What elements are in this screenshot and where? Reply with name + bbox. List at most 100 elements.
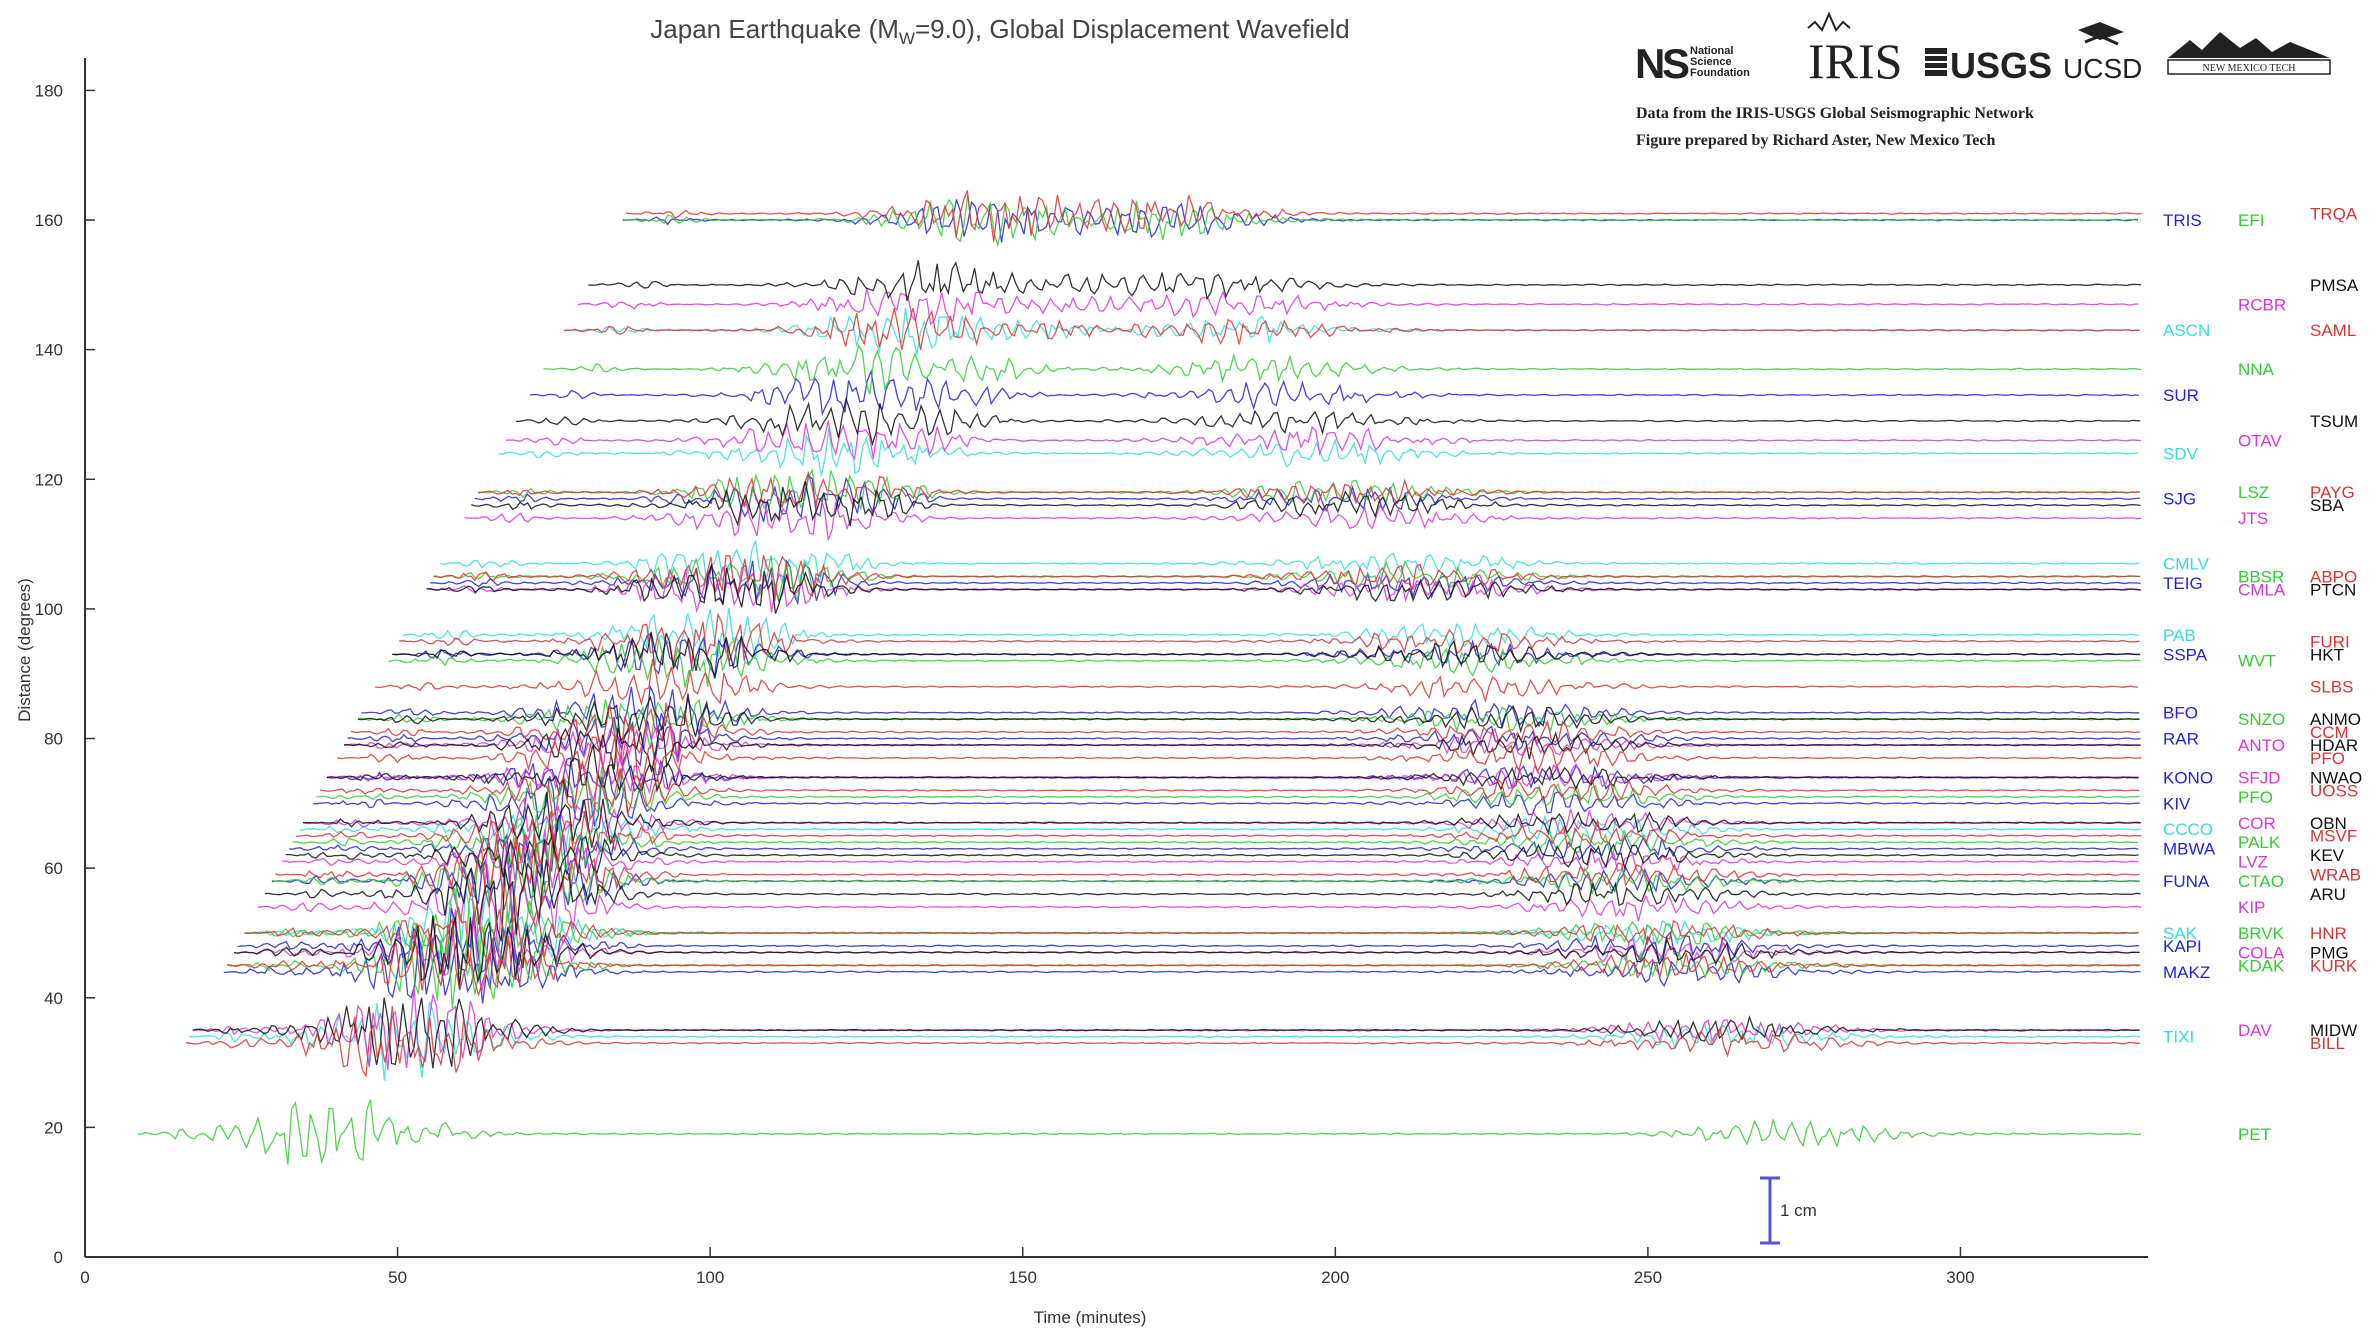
iris-logo: IRIS: [1807, 11, 1902, 89]
station-label-rar: RAR: [2163, 730, 2199, 749]
x-tick-label: 150: [1009, 1268, 1037, 1287]
station-label-nwao: NWAO: [2310, 768, 2362, 787]
y-tick-label: 20: [44, 1118, 63, 1137]
trace-wvt: [388, 638, 2141, 688]
station-label-wvt: WVT: [2238, 652, 2276, 671]
credits-line-2: Figure prepared by Richard Aster, New Me…: [1636, 132, 1996, 149]
station-label-sjg: SJG: [2163, 490, 2196, 509]
traces-group: [137, 190, 2142, 1165]
trace-anmo: [357, 693, 2140, 743]
station-label-lvz: LVZ: [2238, 853, 2268, 872]
station-label-funa: FUNA: [2163, 872, 2210, 891]
station-label-mbwa: MBWA: [2163, 840, 2216, 859]
station-label-anmo: ANMO: [2310, 710, 2361, 729]
trace-slbs: [374, 658, 2139, 706]
station-label-saml: SAML: [2310, 321, 2356, 340]
station-label-sak: SAK: [2163, 924, 2198, 943]
trace-kev: [285, 834, 2139, 880]
station-label-anto: ANTO: [2238, 736, 2285, 755]
trace-bill: [185, 1006, 2141, 1078]
station-label-aru: ARU: [2310, 885, 2346, 904]
station-label-pet: PET: [2238, 1125, 2271, 1144]
trace-efi: [622, 195, 2139, 248]
station-label-kev: KEV: [2310, 846, 2345, 865]
station-label-kiv: KIV: [2163, 794, 2191, 813]
y-tick-label: 120: [35, 470, 63, 489]
station-label-kapi: KAPI: [2163, 937, 2202, 956]
station-label-tixi: TIXI: [2163, 1028, 2194, 1047]
station-label-kono: KONO: [2163, 768, 2213, 787]
station-label-tsum: TSUM: [2310, 412, 2358, 431]
svg-text:Science: Science: [1690, 56, 1732, 68]
ucsd-logo-text: UCSD: [2063, 53, 2142, 84]
station-label-pfo: PFO: [2238, 788, 2273, 807]
trace-pmg: [234, 915, 2140, 990]
svg-text:N: N: [1635, 40, 1665, 87]
nmt-logo: NEW MEXICO TECH: [2167, 32, 2331, 75]
y-axis-label: Distance (degrees): [15, 578, 34, 722]
trace-hnr: [244, 894, 2139, 967]
station-label-dav: DAV: [2238, 1021, 2272, 1040]
svg-text:S: S: [1662, 40, 1690, 87]
station-label-furi: FURI: [2310, 632, 2350, 651]
usgs-logo-text: USGS: [1950, 45, 2052, 86]
trace-saml: [564, 307, 2140, 351]
trace-hdar: [344, 725, 2141, 773]
axes-group: 0 50 100 150 200 250 300 0 20 40 60 80 100 120 140 160 1…: [35, 58, 2148, 1287]
trace-teig: [430, 559, 2141, 606]
trace-kurk: [227, 918, 2141, 997]
x-tick-label: 250: [1634, 1268, 1662, 1287]
station-label-pab: PAB: [2163, 626, 2196, 645]
station-label-ptcn: PTCN: [2310, 580, 2356, 599]
y-tick-label: 40: [44, 989, 63, 1008]
svg-text:Foundation: Foundation: [1690, 67, 1750, 79]
station-label-obn: OBN: [2310, 814, 2347, 833]
station-label-msvf: MSVF: [2310, 827, 2357, 846]
station-label-trqa: TRQA: [2310, 205, 2358, 224]
trace-hkt: [392, 631, 2141, 679]
trace-furi: [399, 612, 2140, 666]
trace-ptcn: [426, 564, 2141, 614]
trace-bfo: [361, 684, 2140, 735]
y-tick-label: 60: [44, 859, 63, 878]
scale-bar-label: 1 cm: [1780, 1201, 1817, 1220]
y-tick-label: 0: [54, 1248, 63, 1267]
station-label-makz: MAKZ: [2163, 963, 2210, 982]
svg-text:National: National: [1690, 45, 1733, 57]
station-label-palk: PALK: [2238, 833, 2281, 852]
trace-ccm: [350, 702, 2141, 761]
trace-uoss: [319, 759, 2140, 822]
station-label-pmg: PMG: [2310, 943, 2349, 962]
scale-bar: 1 cm: [1760, 1176, 1817, 1245]
station-label-cola: COLA: [2238, 943, 2285, 962]
trace-nwao: [326, 744, 2139, 800]
station-label-kdak: KDAK: [2238, 956, 2285, 975]
y-tick-label: 180: [35, 81, 63, 100]
station-label-tris: TRIS: [2163, 211, 2202, 230]
station-label-jts: JTS: [2238, 509, 2268, 528]
trace-kiv: [313, 776, 2140, 833]
station-label-kip: KIP: [2238, 898, 2265, 917]
station-label-hkt: HKT: [2310, 645, 2344, 664]
nmt-logo-text: NEW MEXICO TECH: [2203, 63, 2296, 74]
station-label-teig: TEIG: [2163, 574, 2203, 593]
trace-pet: [137, 1099, 2141, 1165]
station-label-payg: PAYG: [2310, 483, 2355, 502]
station-label-sfjd: SFJD: [2238, 768, 2281, 787]
station-label-pfo: PFO: [2310, 749, 2345, 768]
y-tick-label: 100: [35, 600, 63, 619]
station-label-midw: MIDW: [2310, 1021, 2357, 1040]
trace-msvf: [295, 810, 2142, 866]
trace-bbsr: [433, 555, 2141, 603]
station-label-bfo: BFO: [2163, 704, 2198, 723]
trace-payg: [478, 470, 2140, 510]
station-label-uoss: UOSS: [2310, 781, 2358, 800]
station-label-cmla: CMLA: [2238, 580, 2286, 599]
trace-tsum: [515, 396, 2141, 447]
x-axis-label: Time (minutes): [1034, 1308, 1147, 1327]
station-label-cmlv: CMLV: [2163, 555, 2210, 574]
chart-title-sub: W: [899, 29, 915, 48]
trace-abpo: [433, 555, 2141, 601]
